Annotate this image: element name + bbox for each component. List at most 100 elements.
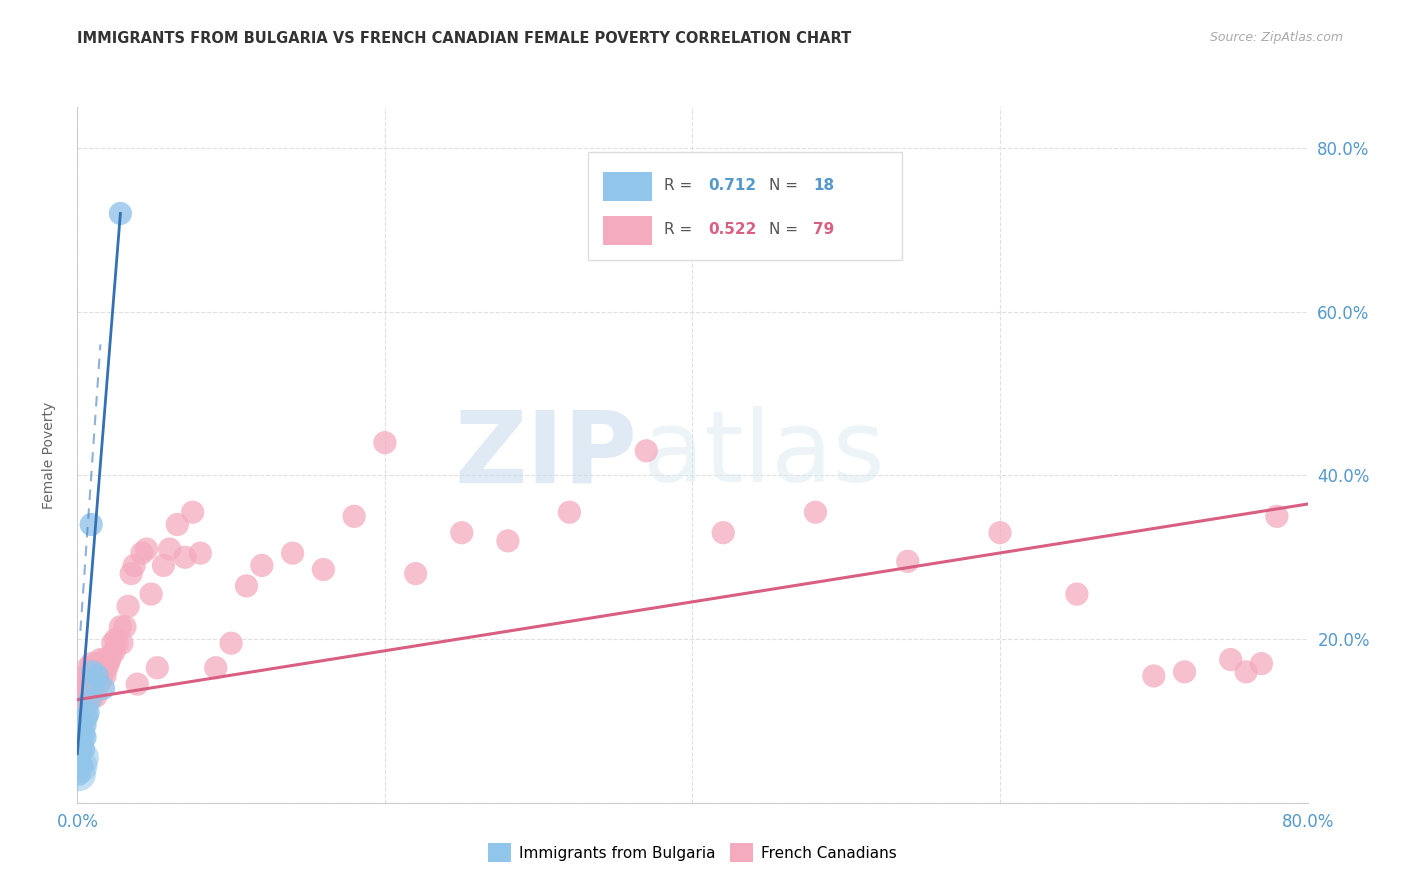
Point (94, 652, 117, 666)
Point (312, 562, 335, 576)
Point (100, 648, 122, 663)
Point (111, 636, 134, 650)
Point (110, 206, 132, 220)
Point (374, 435, 396, 450)
Point (98, 652, 121, 666)
Point (104, 632, 127, 646)
Point (79, 665, 101, 679)
Point (76, 710, 98, 724)
Point (87, 661, 110, 675)
Point (174, 550, 197, 565)
Point (103, 644, 125, 658)
Point (1250, 657, 1272, 671)
Point (80, 517, 103, 532)
Point (67, 751, 90, 765)
Point (343, 509, 366, 524)
Point (117, 599, 139, 614)
Point (281, 546, 304, 560)
Text: 79: 79 (813, 222, 834, 237)
Point (70, 693, 93, 707)
Bar (603, 172, 652, 201)
Point (711, 525, 734, 540)
Point (127, 677, 149, 691)
Point (1219, 652, 1241, 666)
Point (87, 677, 110, 691)
Point (73, 731, 96, 745)
Text: N =: N = (769, 222, 803, 237)
Point (80, 677, 103, 691)
Point (204, 661, 226, 675)
Y-axis label: Female Poverty: Female Poverty (42, 401, 56, 508)
Point (77, 661, 100, 675)
Point (114, 620, 136, 634)
Text: 18: 18 (813, 178, 834, 194)
Point (72, 742, 94, 756)
Point (70, 759, 93, 773)
Point (90, 657, 114, 671)
Point (897, 554, 920, 568)
Point (1174, 665, 1197, 679)
FancyBboxPatch shape (588, 153, 901, 260)
Text: R =: R = (664, 178, 697, 194)
Point (72, 726, 94, 740)
Point (1143, 669, 1166, 683)
Point (82, 665, 104, 679)
Point (110, 620, 132, 634)
Point (120, 566, 142, 581)
Point (90, 669, 114, 683)
Point (83, 677, 105, 691)
Point (84, 690, 107, 704)
Text: R =: R = (664, 222, 697, 237)
Point (82, 669, 104, 683)
Point (76, 690, 98, 704)
Point (79, 690, 101, 704)
Text: ZIP: ZIP (454, 407, 637, 503)
Point (496, 533, 519, 548)
Legend: Immigrants from Bulgaria, French Canadians: Immigrants from Bulgaria, French Canadia… (482, 838, 903, 868)
Point (1265, 509, 1288, 524)
Point (93, 681, 115, 696)
Point (141, 587, 163, 601)
Text: N =: N = (769, 178, 803, 194)
Text: Source: ZipAtlas.com: Source: ZipAtlas.com (1209, 31, 1343, 45)
Point (73, 677, 96, 691)
Bar (603, 216, 652, 244)
Point (77, 693, 100, 707)
Point (77, 706, 100, 720)
Text: IMMIGRANTS FROM BULGARIA VS FRENCH CANADIAN FEMALE POVERTY CORRELATION CHART: IMMIGRANTS FROM BULGARIA VS FRENCH CANAD… (77, 31, 852, 46)
Point (131, 546, 153, 560)
Point (73, 718, 96, 732)
Point (166, 517, 188, 532)
Point (405, 566, 427, 581)
Point (83, 661, 105, 675)
Point (86, 669, 108, 683)
Point (70, 734, 93, 748)
Point (84, 665, 107, 679)
Text: atlas: atlas (644, 407, 884, 503)
Point (146, 661, 169, 675)
Text: 0.522: 0.522 (709, 222, 756, 237)
Point (76, 669, 98, 683)
Point (219, 636, 242, 650)
Point (105, 636, 128, 650)
Point (70, 751, 93, 765)
Point (93, 661, 115, 675)
Point (94, 669, 117, 683)
Point (1066, 587, 1088, 601)
Point (86, 673, 108, 687)
Point (235, 579, 257, 593)
Point (636, 443, 658, 458)
Text: 0.712: 0.712 (709, 178, 756, 194)
Point (83, 677, 105, 691)
Point (188, 546, 212, 560)
Point (804, 505, 827, 519)
Point (988, 525, 1011, 540)
Point (97, 657, 120, 671)
Point (159, 542, 181, 557)
Point (67, 767, 90, 781)
Point (77, 681, 100, 696)
Point (101, 636, 124, 650)
Point (69, 759, 91, 773)
Point (72, 685, 94, 699)
Point (80, 657, 103, 671)
